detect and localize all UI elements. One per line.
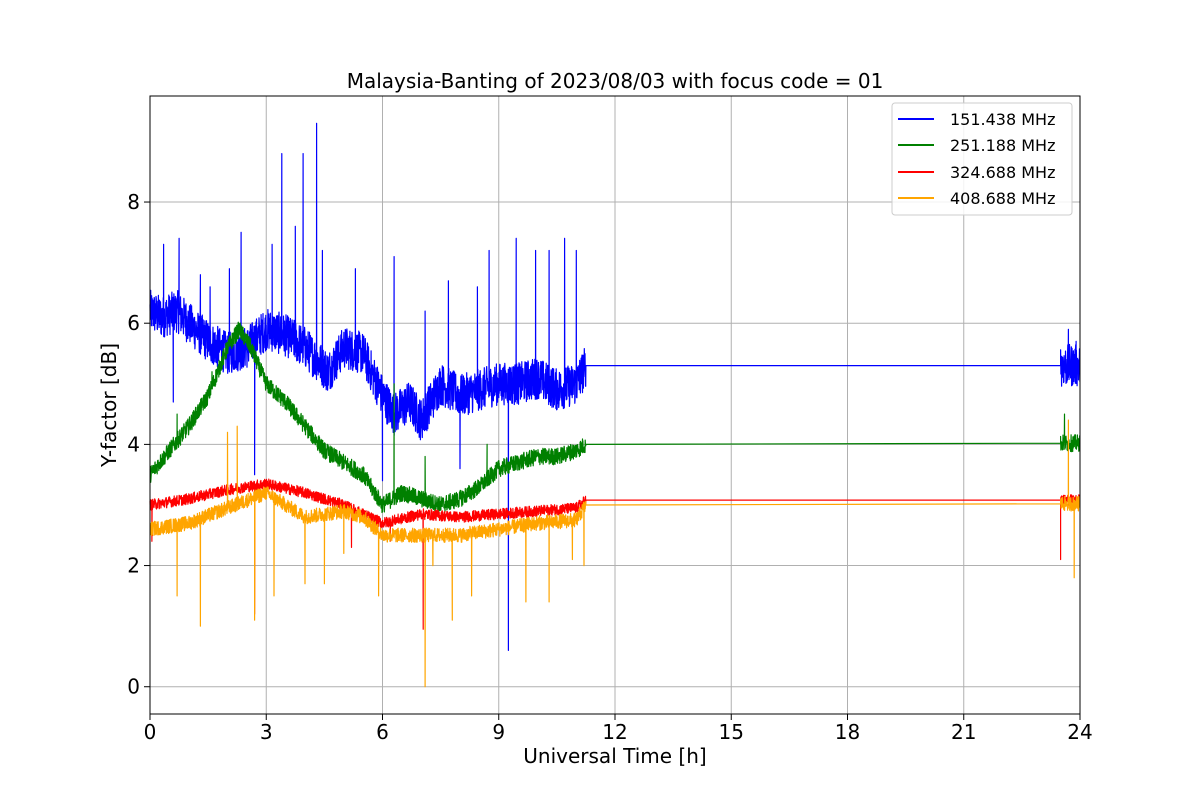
y-tick-label: 6 xyxy=(127,311,140,335)
x-tick-label: 6 xyxy=(376,720,389,744)
legend-label-324: 324.688 MHz xyxy=(950,163,1055,182)
x-tick-label: 24 xyxy=(1067,720,1092,744)
series-line-151-438 xyxy=(149,122,1081,651)
x-tick-label: 3 xyxy=(260,720,273,744)
y-tick-label: 4 xyxy=(127,432,140,456)
x-tick-label: 18 xyxy=(835,720,860,744)
legend-label-151: 151.438 MHz xyxy=(950,110,1055,129)
x-tick-label: 0 xyxy=(144,720,157,744)
y-axis-label: Y-factor [dB] xyxy=(97,343,121,468)
legend-label-251: 251.188 MHz xyxy=(950,136,1055,155)
x-tick-label: 21 xyxy=(951,720,976,744)
series-line-251-188 xyxy=(149,321,1081,514)
chart-title: Malaysia-Banting of 2023/08/03 with focu… xyxy=(347,69,884,93)
y-tick-label: 8 xyxy=(127,190,140,214)
legend: 151.438 MHz 251.188 MHz 324.688 MHz 408.… xyxy=(891,102,1073,216)
x-axis-label: Universal Time [h] xyxy=(523,744,706,768)
legend-box xyxy=(891,102,1073,216)
series-line-324-688 xyxy=(149,478,1081,630)
series-layer xyxy=(149,122,1081,688)
y-tick-label: 0 xyxy=(127,675,140,699)
x-tick-label: 9 xyxy=(492,720,505,744)
legend-label-408: 408.688 MHz xyxy=(950,189,1055,208)
x-tick-label: 15 xyxy=(719,720,744,744)
x-tick-label: 12 xyxy=(602,720,627,744)
y-tick-label: 2 xyxy=(127,554,140,578)
series-line-408-688 xyxy=(149,419,1081,688)
